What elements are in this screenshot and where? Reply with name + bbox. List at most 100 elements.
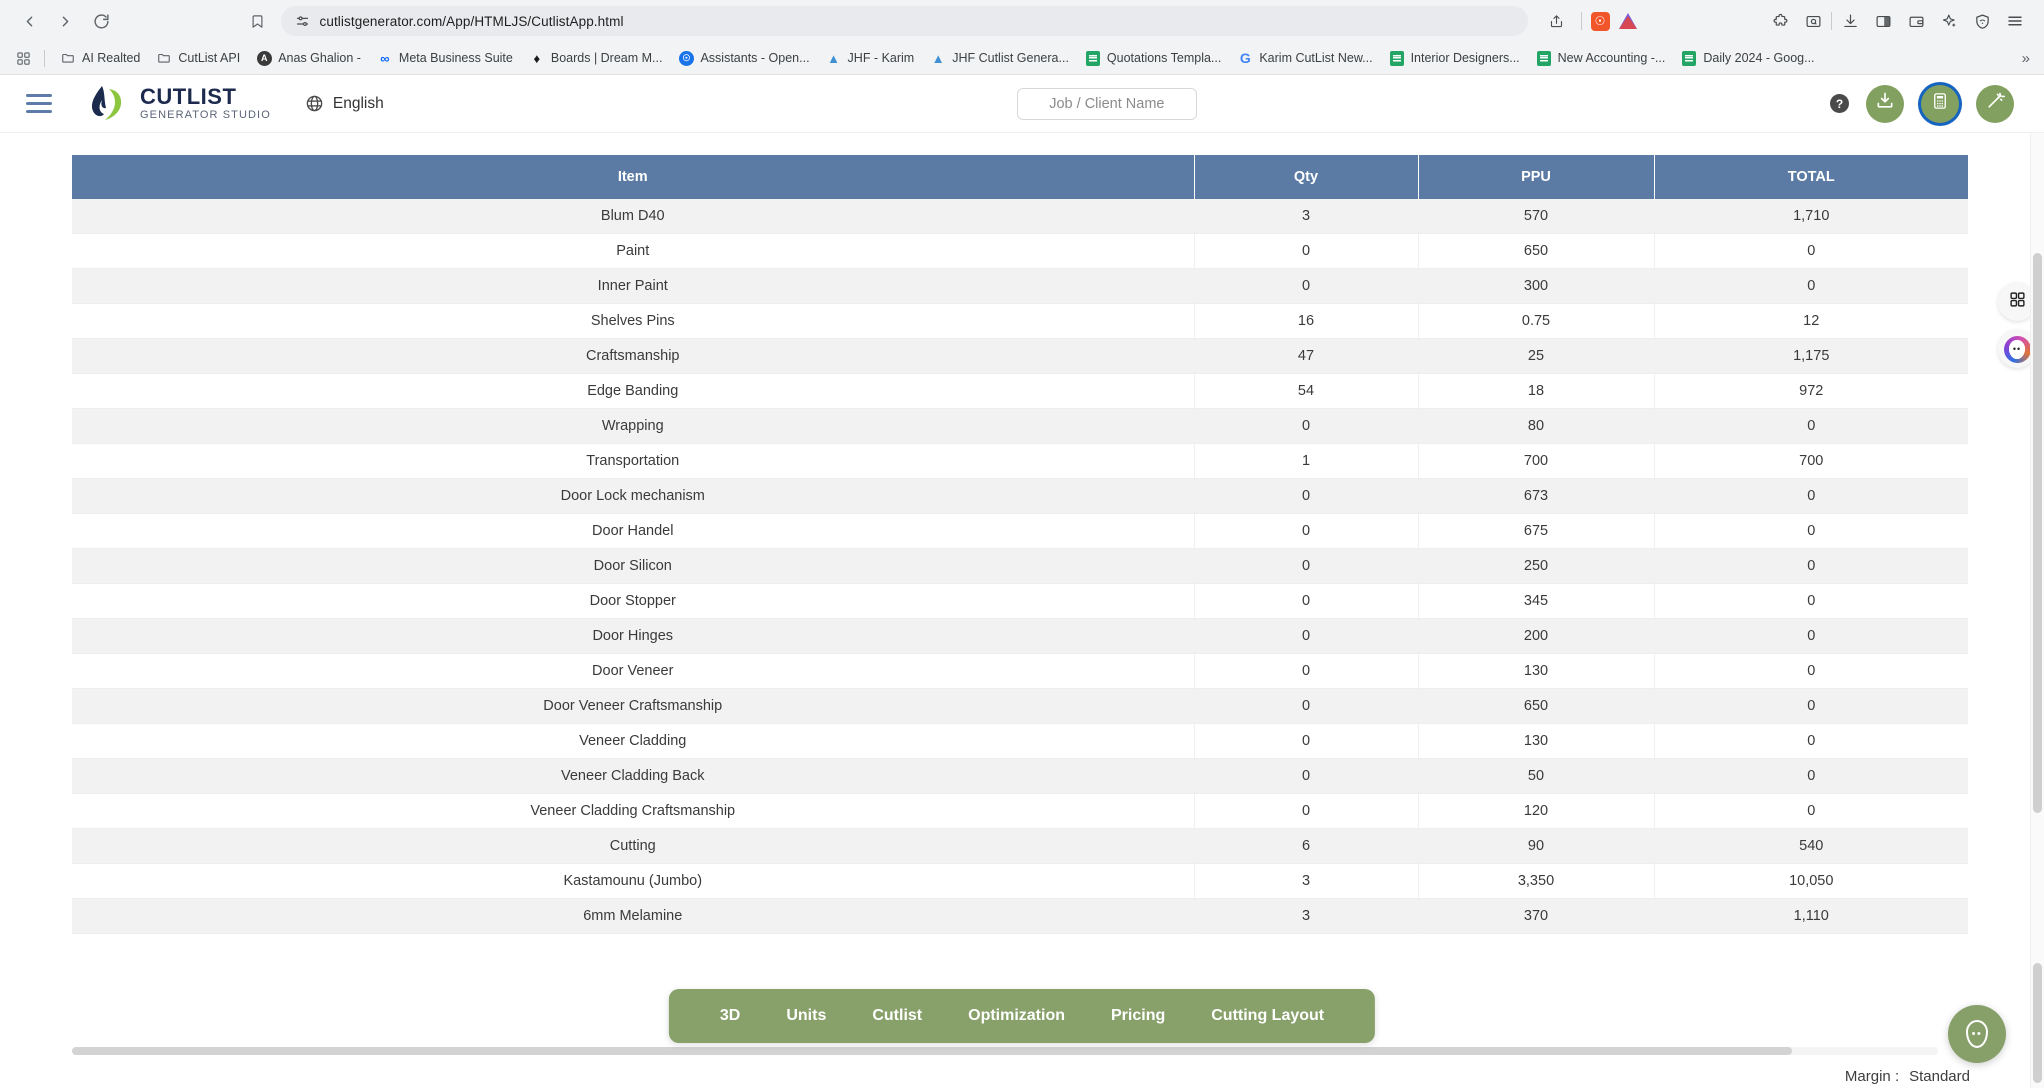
row-cell-qty[interactable]: 0: [1194, 688, 1419, 724]
bookmark-icon[interactable]: [245, 8, 271, 34]
help-icon[interactable]: ?: [1830, 94, 1849, 113]
bookmark-item[interactable]: ▲ JHF - Karim: [819, 46, 922, 70]
nav-tab-cutting-layout[interactable]: Cutting Layout: [1211, 1007, 1325, 1024]
row-cell-total[interactable]: 0: [1654, 793, 1968, 829]
bookmark-item[interactable]: ♦ Boards | Dream M...: [522, 46, 670, 70]
row-cell-item[interactable]: Veneer Cladding Craftsmanship: [72, 793, 1195, 829]
row-cell-item[interactable]: Inner Paint: [72, 268, 1195, 304]
row-cell-qty[interactable]: 0: [1194, 268, 1419, 304]
row-cell-qty[interactable]: 0: [1194, 793, 1419, 829]
back-button[interactable]: [14, 6, 44, 36]
row-cell-item[interactable]: Paint: [72, 233, 1195, 269]
table-row[interactable]: Transportation 1 700 700: [72, 443, 1968, 479]
row-cell-total[interactable]: 1,110: [1654, 898, 1968, 934]
row-cell-total[interactable]: 0: [1654, 688, 1968, 724]
table-row[interactable]: Door Silicon 0 250 0: [72, 548, 1968, 584]
nav-tab-pricing[interactable]: Pricing: [1111, 1007, 1166, 1024]
table-row[interactable]: Veneer Cladding Craftsmanship 0 120 0: [72, 793, 1968, 829]
margin-label-value[interactable]: Standard: [1909, 1068, 1970, 1085]
row-cell-item[interactable]: Door Veneer: [72, 653, 1195, 689]
bookmark-item[interactable]: Interior Designers...: [1382, 46, 1527, 70]
extensions-icon[interactable]: [1765, 6, 1795, 36]
column-header-ppu[interactable]: PPU: [1418, 155, 1655, 199]
column-header-item[interactable]: Item: [72, 155, 1195, 199]
column-header-total[interactable]: TOTAL: [1654, 155, 1968, 199]
row-cell-total[interactable]: 10,050: [1654, 863, 1968, 899]
row-cell-qty[interactable]: 1: [1194, 443, 1419, 479]
vertical-scrollbar-thumb-secondary[interactable]: [2033, 963, 2042, 1083]
row-cell-ppu[interactable]: 80: [1418, 408, 1655, 444]
zoom-search-icon[interactable]: [1798, 6, 1828, 36]
row-cell-ppu[interactable]: 130: [1418, 723, 1655, 759]
row-cell-ppu[interactable]: 675: [1418, 513, 1655, 549]
table-row[interactable]: Paint 0 650 0: [72, 233, 1968, 269]
row-cell-qty[interactable]: 0: [1194, 583, 1419, 619]
row-cell-qty[interactable]: 0: [1194, 653, 1419, 689]
row-cell-item[interactable]: 6mm Melamine: [72, 898, 1195, 934]
row-cell-item[interactable]: Door Lock mechanism: [72, 478, 1195, 514]
site-settings-icon[interactable]: [295, 14, 310, 29]
row-cell-ppu[interactable]: 90: [1418, 828, 1655, 864]
row-cell-ppu[interactable]: 345: [1418, 583, 1655, 619]
nav-tab-optimization[interactable]: Optimization: [968, 1007, 1066, 1024]
table-row[interactable]: Door Handel 0 675 0: [72, 513, 1968, 549]
row-cell-item[interactable]: Cutting: [72, 828, 1195, 864]
wallet-icon[interactable]: [1901, 6, 1931, 36]
row-cell-item[interactable]: Shelves Pins: [72, 303, 1195, 339]
row-cell-qty[interactable]: 3: [1194, 199, 1419, 234]
bookmark-item[interactable]: Quotations Templa...: [1078, 46, 1228, 70]
table-row[interactable]: Door Lock mechanism 0 673 0: [72, 478, 1968, 514]
row-cell-total[interactable]: 0: [1654, 478, 1968, 514]
download-button[interactable]: [1866, 84, 1904, 123]
row-cell-total[interactable]: 0: [1654, 513, 1968, 549]
table-row[interactable]: Inner Paint 0 300 0: [72, 268, 1968, 304]
row-cell-ppu[interactable]: 50: [1418, 758, 1655, 794]
address-bar[interactable]: cutlistgenerator.com/App/HTMLJS/CutlistA…: [280, 6, 1528, 36]
row-cell-qty[interactable]: 6: [1194, 828, 1419, 864]
row-cell-qty[interactable]: 0: [1194, 478, 1419, 514]
row-cell-ppu[interactable]: 250: [1418, 548, 1655, 584]
row-cell-item[interactable]: Veneer Cladding: [72, 723, 1195, 759]
reload-button[interactable]: [86, 6, 116, 36]
brave-shield-icon[interactable]: ☉: [1590, 11, 1610, 31]
row-cell-item[interactable]: Door Hinges: [72, 618, 1195, 654]
brand-logo[interactable]: CUTLIST GENERATOR STUDIO: [84, 84, 271, 124]
row-cell-ppu[interactable]: 200: [1418, 618, 1655, 654]
horizontal-scrollbar-track[interactable]: [72, 1047, 1938, 1055]
row-cell-total[interactable]: 0: [1654, 233, 1968, 269]
calculator-button[interactable]: [1921, 84, 1959, 123]
table-row[interactable]: Cutting 6 90 540: [72, 828, 1968, 864]
table-row[interactable]: Edge Banding 54 18 972: [72, 373, 1968, 409]
row-cell-item[interactable]: Blum D40: [72, 199, 1195, 234]
bookmark-item[interactable]: CutList API: [149, 46, 247, 70]
bookmark-item[interactable]: A Anas Ghalion -: [249, 46, 368, 70]
row-cell-qty[interactable]: 16: [1194, 303, 1419, 339]
row-cell-qty[interactable]: 0: [1194, 758, 1419, 794]
row-cell-item[interactable]: Door Handel: [72, 513, 1195, 549]
nav-tab-3d[interactable]: 3D: [719, 1007, 741, 1024]
row-cell-qty[interactable]: 0: [1194, 233, 1419, 269]
row-cell-item[interactable]: Door Veneer Craftsmanship: [72, 688, 1195, 724]
row-cell-ppu[interactable]: 673: [1418, 478, 1655, 514]
row-cell-item[interactable]: Transportation: [72, 443, 1195, 479]
bookmark-item[interactable]: ☉ Assistants - Open...: [671, 46, 816, 70]
table-row[interactable]: Door Stopper 0 345 0: [72, 583, 1968, 619]
bookmark-item[interactable]: Daily 2024 - Goog...: [1674, 46, 1821, 70]
assistant-widget-button[interactable]: ••: [1998, 330, 2036, 368]
row-cell-ppu[interactable]: 0.75: [1418, 303, 1655, 339]
row-cell-ppu[interactable]: 370: [1418, 898, 1655, 934]
row-cell-ppu[interactable]: 700: [1418, 443, 1655, 479]
row-cell-total[interactable]: 0: [1654, 723, 1968, 759]
row-cell-total[interactable]: 0: [1654, 618, 1968, 654]
job-client-name-input[interactable]: Job / Client Name: [1016, 87, 1197, 120]
magic-wand-button[interactable]: [1976, 84, 2014, 123]
table-row[interactable]: Door Veneer Craftsmanship 0 650 0: [72, 688, 1968, 724]
row-cell-total[interactable]: 972: [1654, 373, 1968, 409]
table-row[interactable]: Veneer Cladding Back 0 50 0: [72, 758, 1968, 794]
bookmark-item[interactable]: AI Realted: [53, 46, 147, 70]
row-cell-item[interactable]: Wrapping: [72, 408, 1195, 444]
row-cell-ppu[interactable]: 25: [1418, 338, 1655, 374]
row-cell-total[interactable]: 12: [1654, 303, 1968, 339]
row-cell-total[interactable]: 0: [1654, 758, 1968, 794]
row-cell-ppu[interactable]: 130: [1418, 653, 1655, 689]
